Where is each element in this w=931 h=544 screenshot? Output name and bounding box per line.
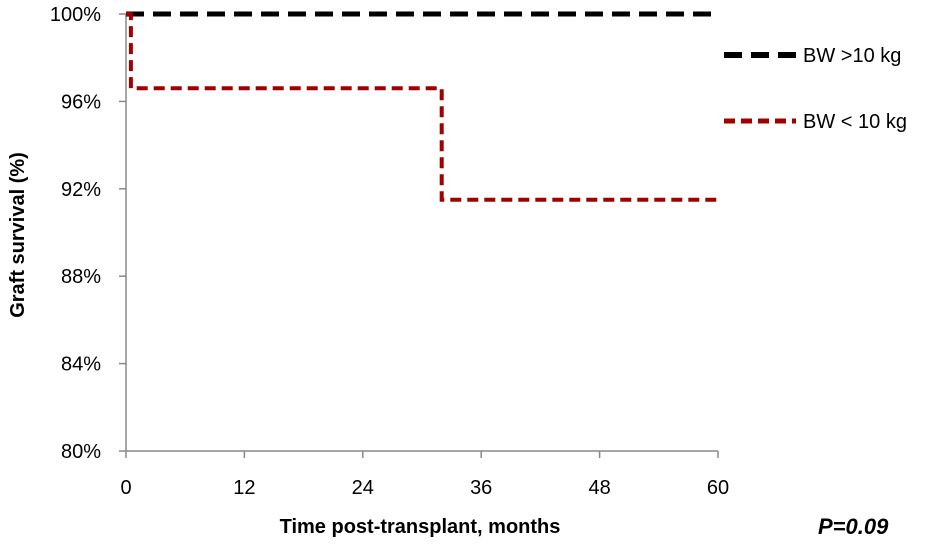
x-tick-label: 12 bbox=[233, 477, 255, 499]
x-tick-label: 36 bbox=[470, 477, 492, 499]
x-tick-label: 48 bbox=[588, 477, 610, 499]
x-tick-label: 0 bbox=[120, 477, 131, 499]
y-tick-label: 100% bbox=[50, 4, 101, 26]
x-axis-ticks: 0 12 24 36 48 60 bbox=[120, 451, 729, 499]
y-tick-label: 88% bbox=[61, 266, 101, 288]
y-tick-label: 80% bbox=[61, 441, 101, 463]
x-axis-title: Time post-transplant, months bbox=[280, 516, 561, 538]
series-layer bbox=[126, 11, 718, 202]
legend-label-2: BW < 10 kg bbox=[803, 111, 907, 133]
x-tick-label: 24 bbox=[352, 477, 374, 499]
y-tick-label: 84% bbox=[61, 354, 101, 376]
y-tick-label: 92% bbox=[61, 179, 101, 201]
x-tick-label: 60 bbox=[707, 477, 729, 499]
axes bbox=[125, 14, 718, 452]
series-line-2 bbox=[126, 12, 718, 202]
y-axis-ticks: 80% 84% 88% 92% 96% 100% bbox=[50, 4, 126, 463]
y-tick-label: 96% bbox=[61, 91, 101, 113]
p-value-annotation: P=0.09 bbox=[818, 514, 889, 539]
legend-label-1: BW >10 kg bbox=[803, 45, 901, 67]
legend: BW >10 kg BW < 10 kg bbox=[724, 45, 907, 133]
y-axis-title: Graft survival (%) bbox=[7, 152, 29, 318]
